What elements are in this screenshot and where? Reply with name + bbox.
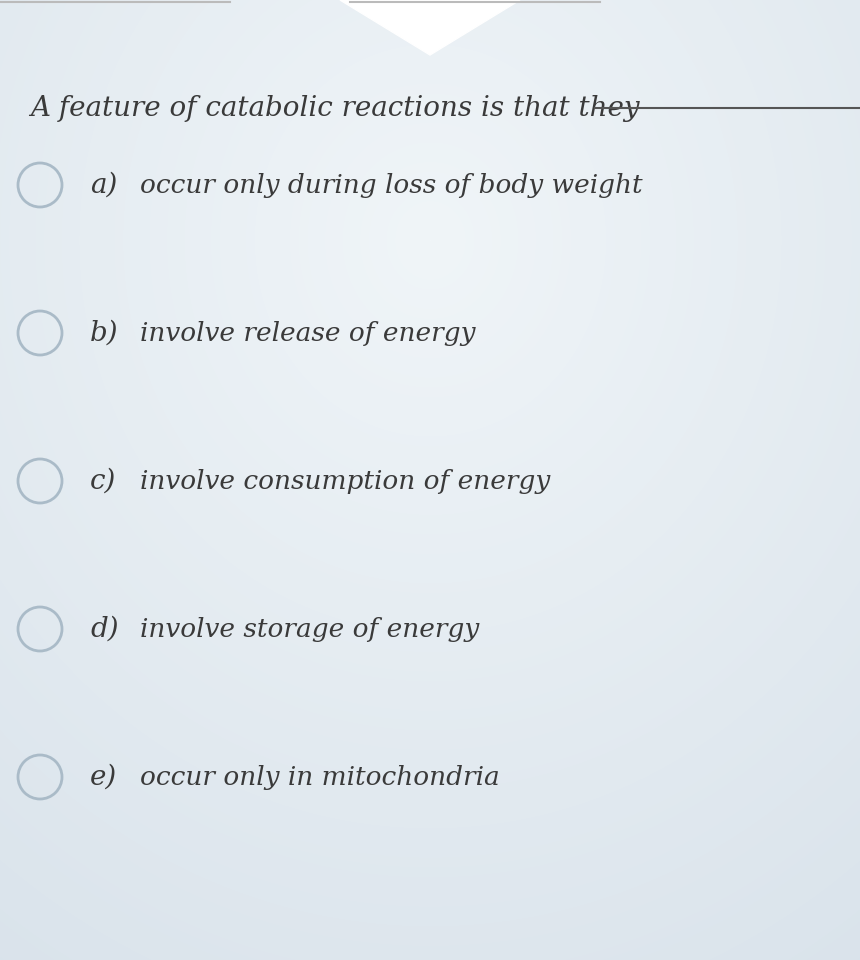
Text: b): b) <box>90 320 119 347</box>
Text: occur only in mitochondria: occur only in mitochondria <box>140 764 500 789</box>
Text: d): d) <box>90 615 119 642</box>
Text: involve release of energy: involve release of energy <box>140 321 476 346</box>
Text: c): c) <box>90 468 116 494</box>
Text: e): e) <box>90 763 117 790</box>
Text: A feature of catabolic reactions is that they: A feature of catabolic reactions is that… <box>30 95 640 122</box>
Text: involve consumption of energy: involve consumption of energy <box>140 468 550 493</box>
Text: occur only during loss of body weight: occur only during loss of body weight <box>140 173 642 198</box>
Text: involve storage of energy: involve storage of energy <box>140 616 479 641</box>
Polygon shape <box>340 0 520 55</box>
Text: a): a) <box>90 172 117 199</box>
